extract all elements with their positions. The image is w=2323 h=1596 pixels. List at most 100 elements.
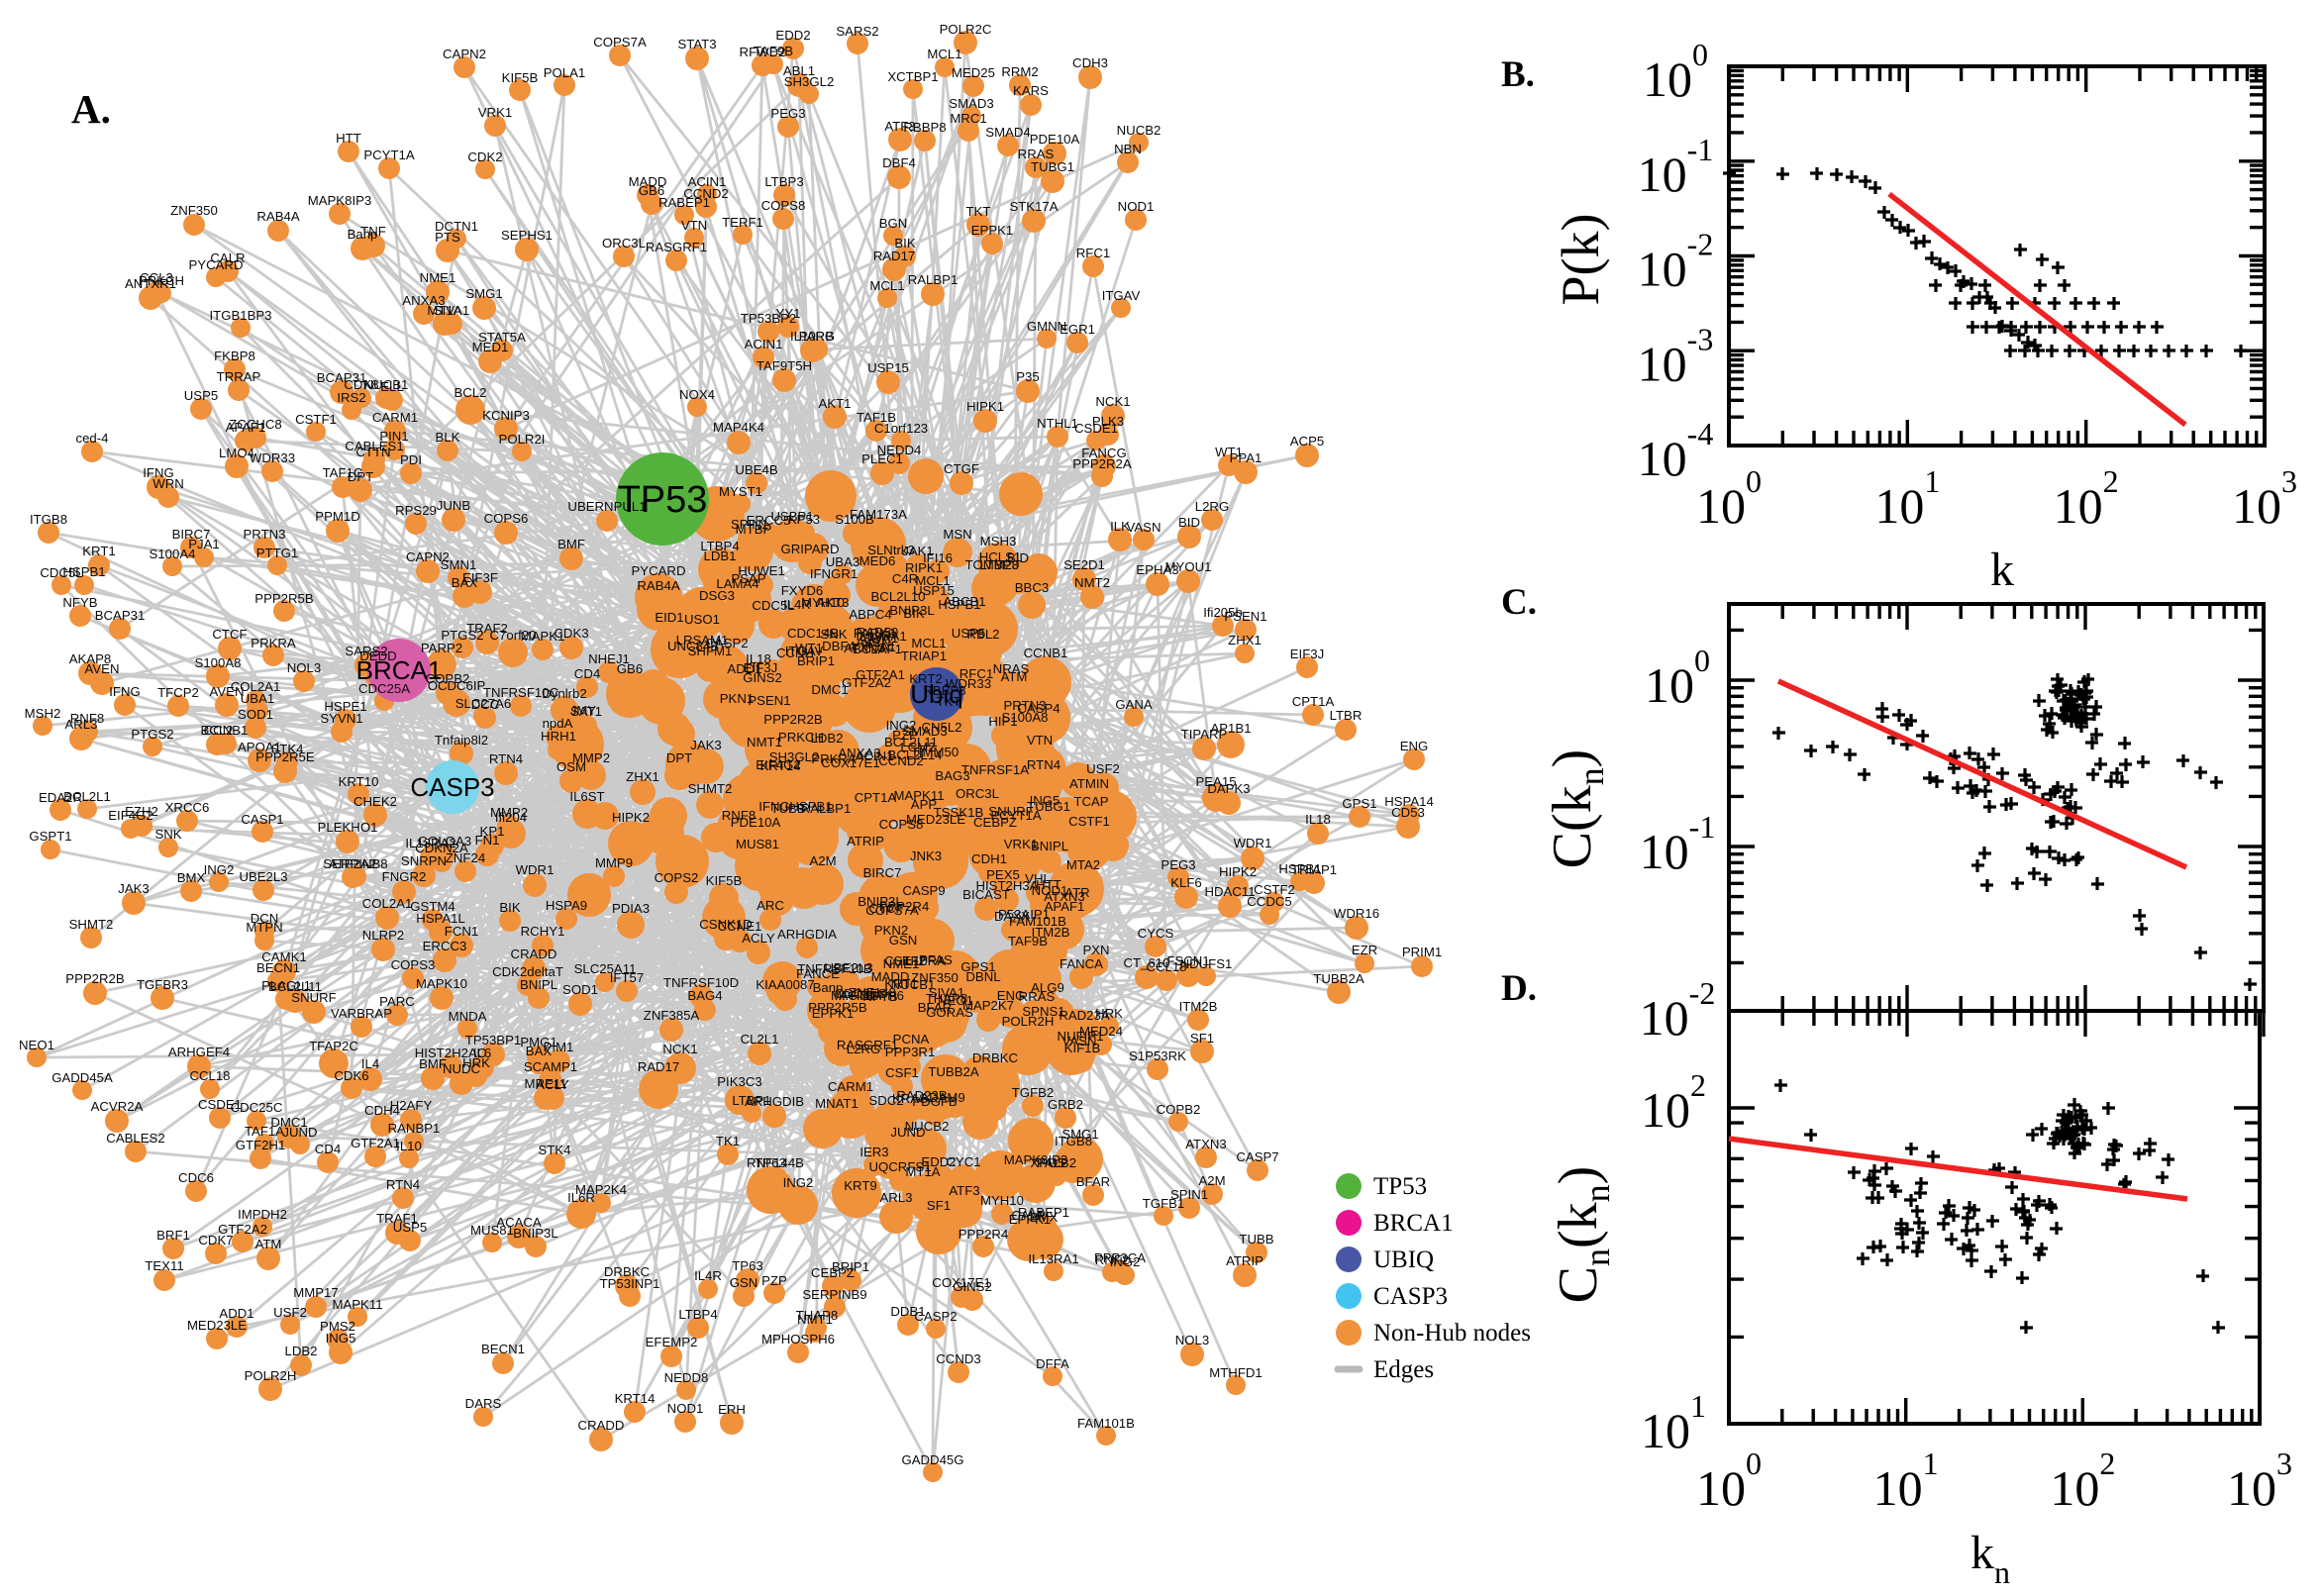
svg-text:HSPB1: HSPB1	[62, 564, 105, 579]
svg-text:CDC14B: CDC14B	[787, 626, 839, 641]
svg-text:P35: P35	[1016, 369, 1039, 384]
svg-text:CASP2: CASP2	[705, 636, 748, 650]
svg-text:CDK7: CDK7	[198, 1233, 233, 1247]
svg-text:FXYD6: FXYD6	[781, 583, 824, 598]
svg-text:IL6R: IL6R	[567, 1190, 595, 1205]
svg-text:BCAP31: BCAP31	[317, 370, 367, 385]
svg-text:PARG: PARG	[799, 329, 835, 344]
svg-text:TGFBR3: TGFBR3	[137, 977, 188, 992]
svg-text:KIF1B: KIF1B	[1064, 1041, 1101, 1055]
svg-text:BCL2L14: BCL2L14	[888, 748, 943, 762]
svg-text:MRE11: MRE11	[525, 1076, 567, 1091]
svg-text:HSPE1: HSPE1	[324, 699, 366, 714]
svg-text:AVEN: AVEN	[210, 684, 245, 699]
svg-text:GB6: GB6	[617, 661, 643, 676]
svg-text:SMAD4: SMAD4	[985, 125, 1030, 140]
svg-text:ITGAV: ITGAV	[785, 644, 824, 658]
svg-text:CDK6: CDK6	[334, 1068, 368, 1083]
svg-text:COL2A1: COL2A1	[231, 679, 281, 694]
svg-text:PEA15: PEA15	[1195, 774, 1236, 789]
svg-text:Edges: Edges	[1373, 1356, 1434, 1383]
svg-text:MYH10: MYH10	[980, 1193, 1024, 1208]
svg-text:VTN: VTN	[1027, 733, 1053, 748]
svg-text:CDH1: CDH1	[971, 851, 1007, 866]
svg-text:CT_610: CT_610	[1124, 955, 1170, 970]
svg-text:BAG4: BAG4	[687, 988, 722, 1003]
svg-text:RBBP8: RBBP8	[923, 683, 965, 698]
svg-text:PLK3: PLK3	[1092, 414, 1124, 429]
svg-text:CEBPZ: CEBPZ	[973, 815, 1017, 830]
svg-text:EGR1: EGR1	[1060, 322, 1095, 337]
svg-text:COPB2: COPB2	[1157, 1102, 1201, 1117]
svg-text:CAPN2: CAPN2	[406, 549, 450, 564]
svg-text:CYC1: CYC1	[946, 1154, 980, 1169]
svg-text:DRBKC: DRBKC	[972, 1050, 1019, 1065]
svg-text:FAM101B: FAM101B	[1077, 1416, 1135, 1431]
svg-text:GANA: GANA	[1115, 697, 1153, 712]
svg-text:PTS: PTS	[435, 230, 460, 245]
svg-text:XRCC6: XRCC6	[165, 800, 210, 815]
svg-text:VASN: VASN	[1062, 1034, 1097, 1048]
svg-text:BCL2L11: BCL2L11	[268, 979, 322, 994]
svg-text:LTBP3: LTBP3	[764, 174, 803, 189]
svg-text:RFWD2: RFWD2	[740, 45, 786, 59]
svg-text:RASGRF1: RASGRF1	[837, 1038, 898, 1052]
svg-text:JMY: JMY	[570, 703, 597, 718]
svg-text:SERPINB8: SERPINB8	[323, 856, 387, 871]
svg-text:S100A8: S100A8	[1002, 710, 1049, 725]
svg-text:PPP2R2A: PPP2R2A	[1072, 456, 1132, 471]
svg-text:MMP2: MMP2	[490, 805, 528, 820]
svg-text:NUCB1: NUCB1	[364, 377, 409, 392]
svg-text:ZHX1: ZHX1	[1228, 633, 1262, 648]
svg-text:PLEKHO1: PLEKHO1	[318, 820, 378, 835]
svg-text:PKN2: PKN2	[874, 923, 908, 938]
svg-text:MTA2: MTA2	[1066, 857, 1100, 872]
svg-text:ZNF350: ZNF350	[911, 970, 959, 985]
svg-text:IL18: IL18	[1305, 812, 1331, 827]
svg-text:MED23LE: MED23LE	[187, 1318, 247, 1333]
svg-text:JUND: JUND	[282, 1125, 317, 1140]
svg-text:IL4: IL4	[361, 1056, 379, 1071]
svg-text:ATXN3: ATXN3	[1185, 1137, 1227, 1151]
svg-text:CDC5L: CDC5L	[752, 598, 794, 613]
svg-text:PMS2: PMS2	[320, 1319, 355, 1334]
svg-text:CDK2deltaT: CDK2deltaT	[492, 964, 563, 979]
svg-text:PYCARD: PYCARD	[632, 563, 686, 578]
svg-text:BNIPL: BNIPL	[520, 977, 557, 992]
svg-text:ANXA3: ANXA3	[838, 746, 880, 760]
svg-text:ATF3: ATF3	[884, 119, 915, 134]
svg-text:100: 100	[1696, 463, 1762, 534]
svg-text:CSTF1: CSTF1	[295, 412, 337, 427]
svg-text:DAXX: DAXX	[994, 909, 1030, 924]
svg-text:CTGF: CTGF	[944, 461, 979, 476]
svg-text:MADD: MADD	[629, 174, 667, 189]
svg-text:BIRC7: BIRC7	[863, 865, 902, 880]
svg-text:MMP9: MMP9	[595, 855, 633, 870]
svg-text:FSCN1: FSCN1	[1166, 953, 1209, 968]
svg-text:KRT14: KRT14	[615, 1391, 656, 1406]
svg-text:ING2: ING2	[886, 718, 917, 733]
svg-text:BRIP1: BRIP1	[797, 653, 835, 668]
svg-text:MYST1: MYST1	[719, 484, 762, 499]
svg-text:PPA1: PPA1	[1230, 450, 1262, 465]
svg-text:USP5: USP5	[393, 1220, 427, 1235]
svg-text:FKBP8: FKBP8	[214, 349, 255, 363]
svg-text:NUCB2: NUCB2	[905, 1119, 950, 1134]
svg-text:TAF1A: TAF1A	[245, 1124, 284, 1139]
svg-text:FNGR2: FNGR2	[382, 869, 427, 884]
svg-text:SPIN1: SPIN1	[1170, 1187, 1208, 1202]
svg-text:COPS7A: COPS7A	[865, 903, 919, 918]
svg-text:C1orf123: C1orf123	[874, 421, 928, 436]
svg-text:PFAS: PFAS	[919, 952, 953, 967]
svg-text:GPS1: GPS1	[960, 959, 995, 974]
svg-text:PSAP: PSAP	[731, 571, 765, 586]
svg-text:BAG3: BAG3	[935, 768, 969, 783]
svg-text:HIST2H3A: HIST2H3A	[975, 878, 1038, 893]
svg-text:NME1: NME1	[420, 270, 456, 285]
svg-text:RIPK1: RIPK1	[905, 560, 943, 575]
svg-text:ACACA: ACACA	[496, 1215, 542, 1230]
svg-text:TNF: TNF	[360, 224, 386, 239]
svg-text:CARM1: CARM1	[828, 1079, 873, 1094]
svg-text:IFT57: IFT57	[610, 970, 644, 985]
svg-text:FANCA: FANCA	[1060, 956, 1103, 971]
